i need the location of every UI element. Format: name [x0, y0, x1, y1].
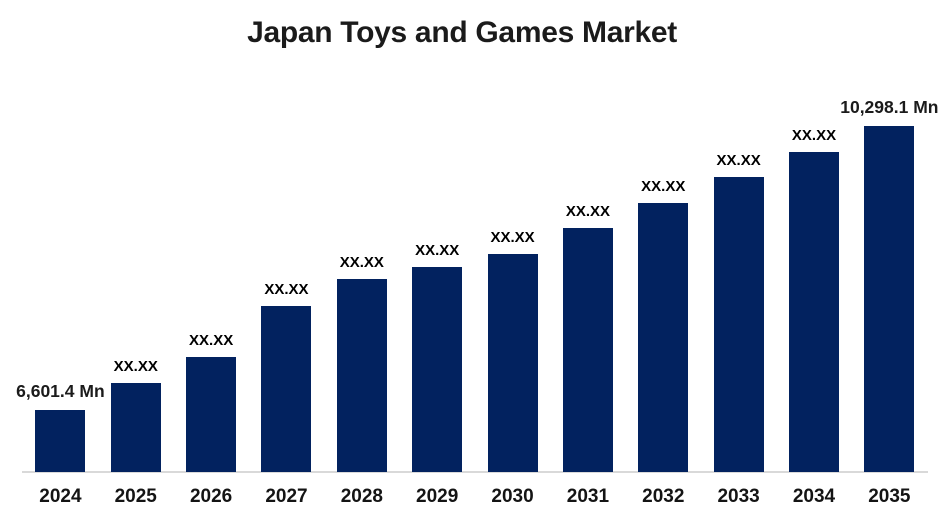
chart-bar: [713, 177, 764, 472]
bar-value-label: XX.XX: [264, 281, 309, 298]
x-axis-tick-label: 2024: [39, 486, 82, 507]
x-axis-tick-label: 2028: [340, 486, 383, 507]
chart-bar: [261, 306, 312, 472]
x-axis-tick-label: 2026: [189, 486, 233, 507]
x-axis-tick-label: 2032: [642, 486, 685, 507]
x-axis-tick-label: 2029: [416, 486, 459, 507]
bar-value-label: XX.XX: [415, 242, 460, 259]
chart-bar: [789, 152, 839, 472]
chart-bar: [186, 357, 237, 472]
x-axis-tick-label: 2035: [868, 486, 911, 507]
chart-bar: [35, 410, 86, 472]
bar-value-label: XX.XX: [716, 152, 761, 169]
x-axis-tick-label: 2031: [566, 486, 610, 507]
bar-value-label: 6,601.4 Mn: [16, 381, 105, 401]
x-axis-tick-label: 2034: [792, 486, 836, 507]
bar-value-label: XX.XX: [339, 254, 384, 271]
x-axis-tick-label: 2033: [717, 486, 760, 507]
x-axis-tick-label: 2027: [265, 486, 308, 507]
x-axis-tick-label: 2025: [114, 486, 157, 507]
bar-value-label: XX.XX: [565, 203, 610, 220]
x-axis-tick-label: 2030: [491, 486, 534, 507]
chart-bar: [110, 383, 161, 472]
bar-value-label: XX.XX: [490, 229, 535, 246]
bar-value-label: XX.XX: [113, 358, 158, 375]
chart-bar: [487, 254, 538, 472]
bar-value-label: 10,298.1 Mn: [840, 97, 939, 117]
chart-bar: [412, 267, 463, 472]
bar-value-label: XX.XX: [641, 178, 686, 195]
bar-value-label: XX.XX: [791, 127, 837, 144]
x-axis-line: [22, 471, 928, 473]
chart-bar: [336, 279, 387, 472]
chart-bar: [638, 203, 689, 472]
chart-bar: [864, 126, 915, 472]
chart-title: Japan Toys and Games Market: [247, 16, 677, 49]
chart-bar: [562, 228, 613, 472]
bar-value-label: XX.XX: [189, 332, 234, 349]
